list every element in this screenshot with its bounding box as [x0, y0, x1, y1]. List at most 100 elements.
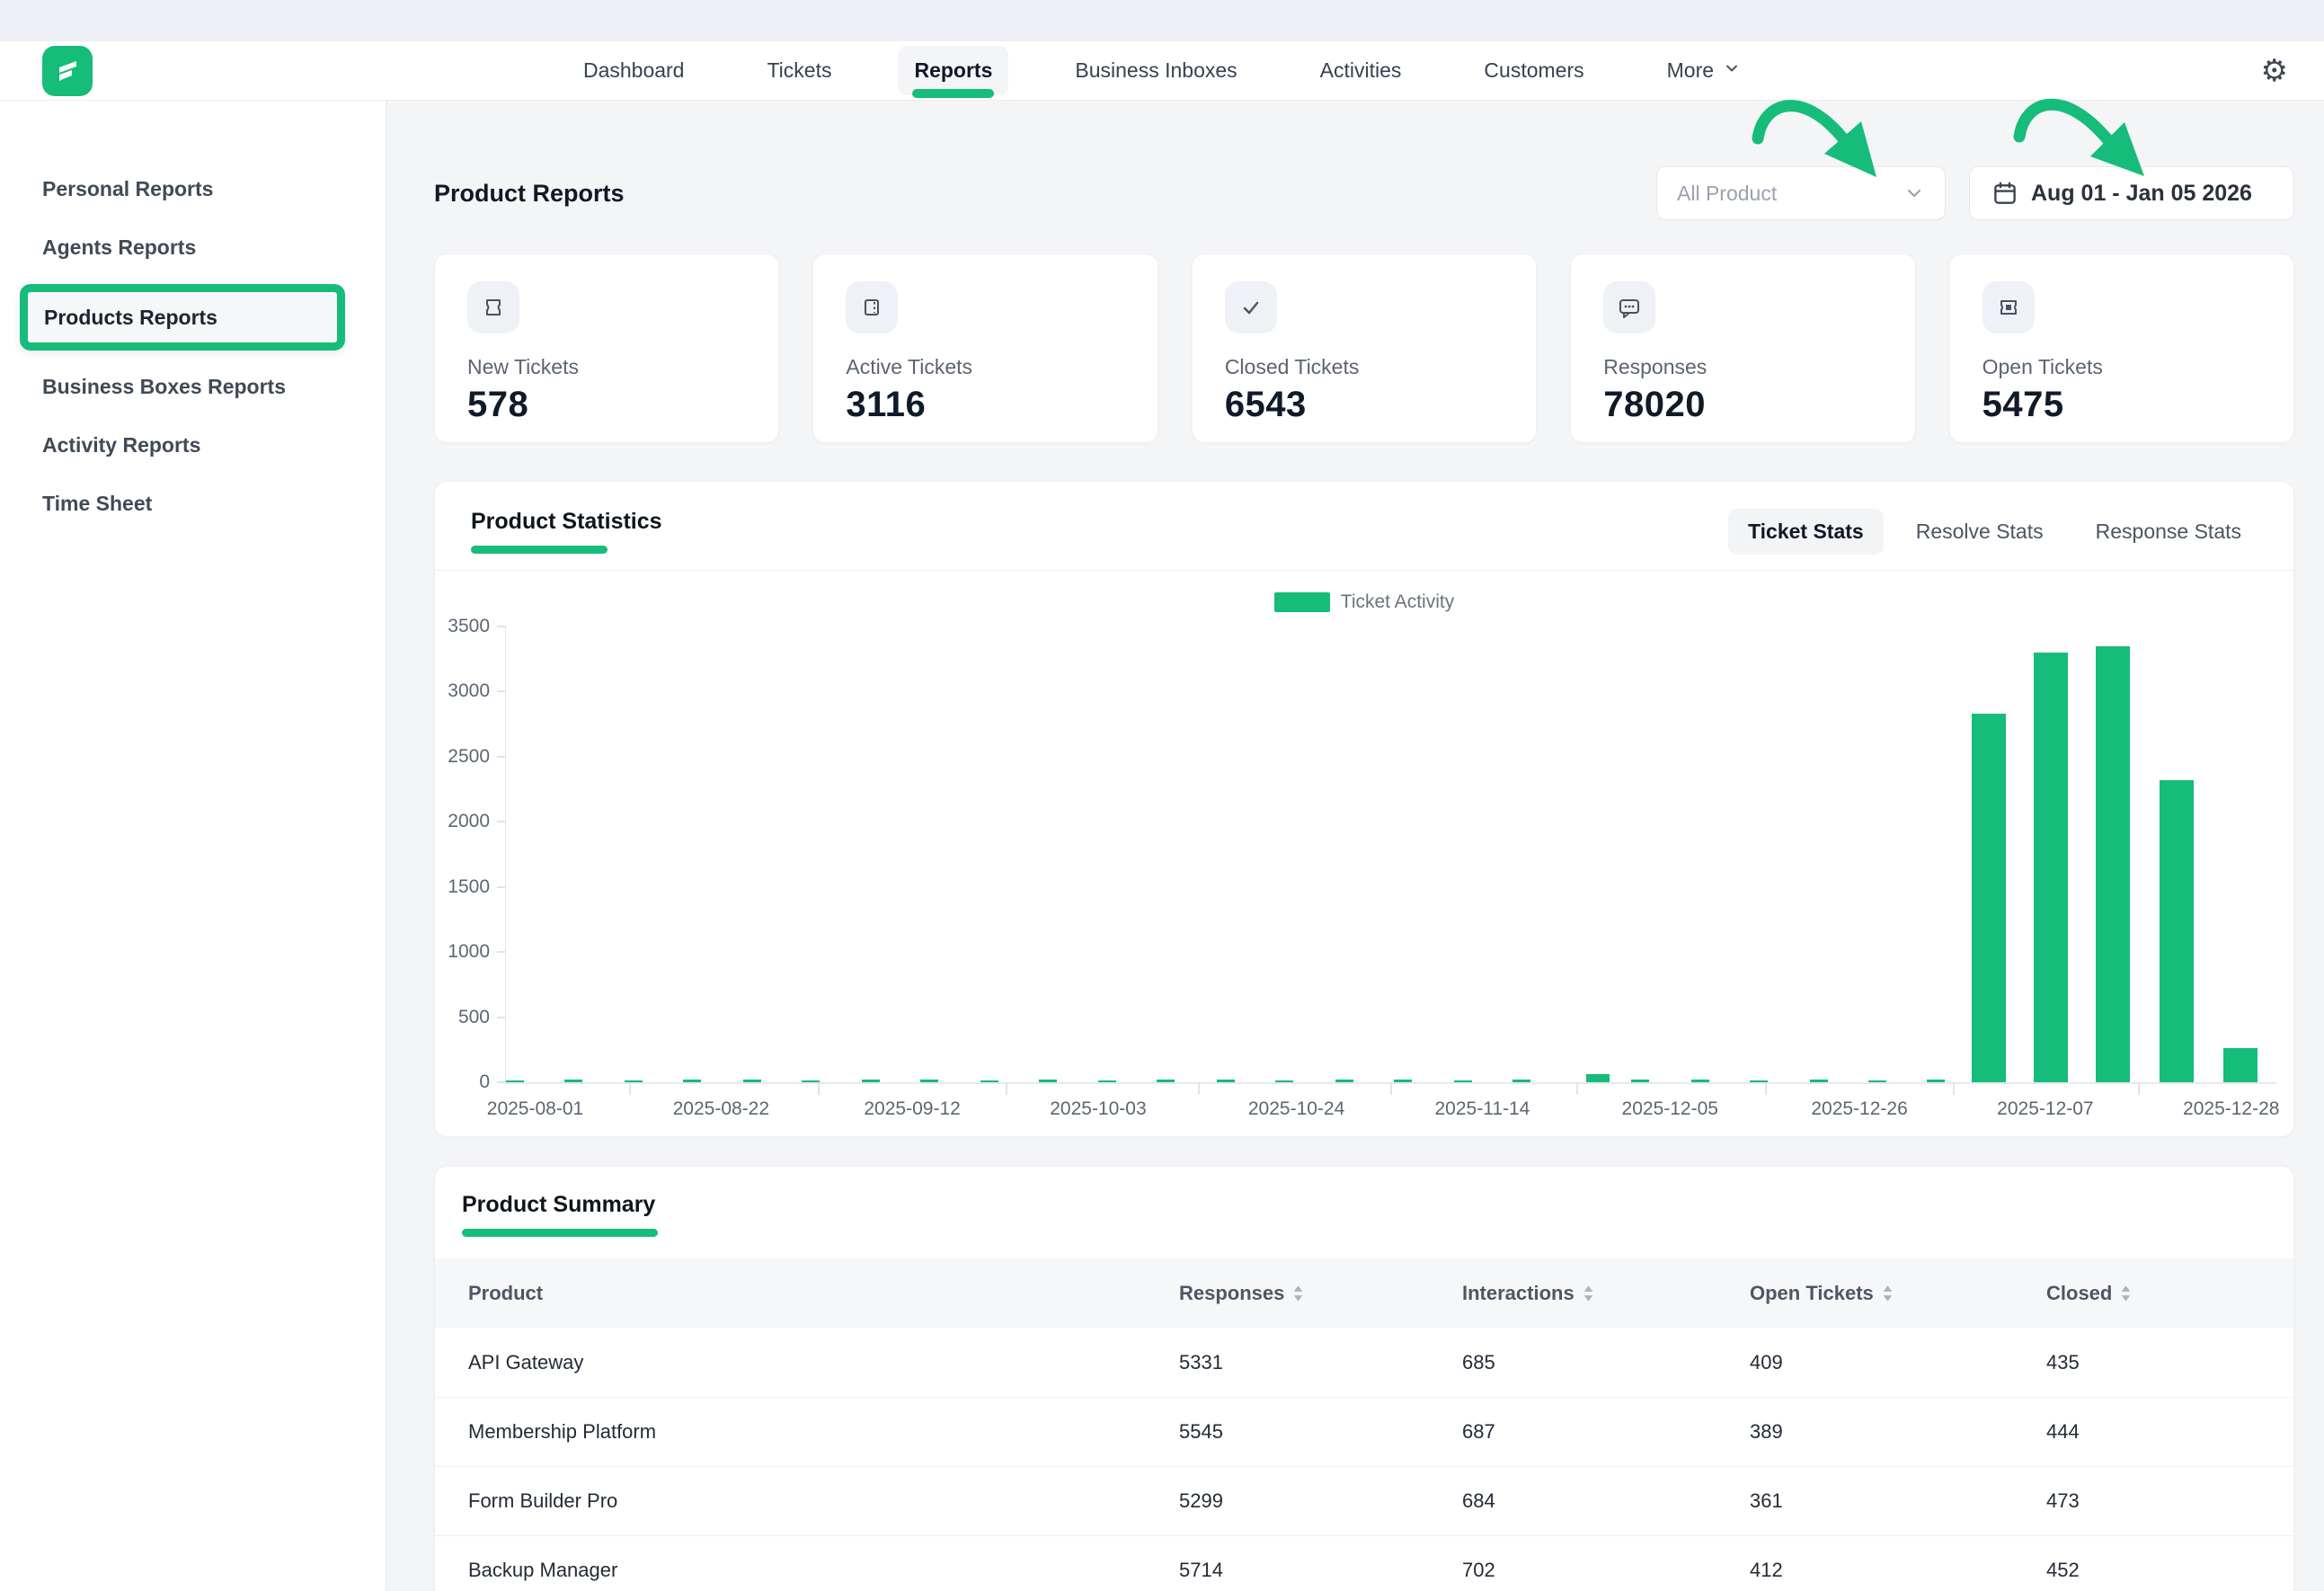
summary-title: Product Summary — [462, 1192, 2261, 1218]
product-name-cell: Backup Manager — [435, 1559, 1179, 1582]
value-cell: 5545 — [1179, 1420, 1462, 1444]
nav-item-label: Reports — [914, 58, 992, 83]
column-header-label: Open Tickets — [1750, 1282, 1874, 1305]
chart-bar — [1394, 1080, 1412, 1082]
column-header-open-tickets[interactable]: Open Tickets — [1750, 1282, 2046, 1305]
y-axis-tick — [497, 1081, 506, 1083]
legend-label: Ticket Activity — [1341, 591, 1454, 613]
product-name-cell: API Gateway — [435, 1351, 1179, 1374]
y-axis-tick — [497, 756, 506, 758]
active-ticket-icon — [846, 281, 898, 333]
column-header-label: Interactions — [1462, 1282, 1574, 1305]
product-name-cell: Form Builder Pro — [435, 1489, 1179, 1513]
column-header-label: Responses — [1179, 1282, 1284, 1305]
new-ticket-icon — [467, 281, 519, 333]
sidebar-item-agents-reports[interactable]: Agents Reports — [0, 218, 386, 277]
stat-value: 78020 — [1603, 385, 1882, 425]
value-cell: 435 — [2046, 1351, 2293, 1374]
title-underline — [471, 546, 608, 554]
sidebar-item-activity-reports[interactable]: Activity Reports — [0, 416, 386, 475]
column-header-interactions[interactable]: Interactions — [1462, 1282, 1750, 1305]
value-cell: 409 — [1750, 1351, 2046, 1374]
chart-bar — [1868, 1080, 1886, 1082]
nav-item-label: More — [1667, 58, 1714, 83]
chart-bar — [1157, 1080, 1175, 1082]
sort-icon[interactable] — [1291, 1284, 1305, 1303]
chart-bar — [2160, 780, 2194, 1082]
x-axis-label: 2025-12-07 — [1997, 1098, 2093, 1120]
app-logo[interactable] — [42, 46, 93, 96]
active-tab-underline — [912, 89, 994, 98]
sidebar-item-label: Time Sheet — [42, 492, 152, 516]
chart-bar — [1335, 1080, 1353, 1082]
sort-icon[interactable] — [1582, 1284, 1595, 1303]
value-cell: 444 — [2046, 1420, 2293, 1444]
stat-cards-row: New Tickets578Active Tickets3116Closed T… — [434, 253, 2294, 443]
date-range-picker[interactable]: Aug 01 - Jan 05 2026 — [1969, 166, 2294, 220]
open-ticket-icon — [1982, 281, 2035, 333]
chart-bar — [862, 1080, 880, 1082]
chevron-down-icon — [1903, 182, 1925, 204]
nav-item-business-inboxes[interactable]: Business Inboxes — [1059, 46, 1253, 95]
sidebar-item-label: Personal Reports — [42, 177, 213, 201]
stat-card-open-tickets: Open Tickets 5475 — [1949, 253, 2294, 443]
stat-label: Active Tickets — [846, 355, 1124, 379]
chart-bar — [1098, 1080, 1116, 1082]
value-cell: 5331 — [1179, 1351, 1462, 1374]
ticket-activity-chart: 0500100015002000250030003500 — [505, 627, 2275, 1084]
chart-bar — [2223, 1048, 2257, 1082]
nav-item-dashboard[interactable]: Dashboard — [567, 46, 701, 95]
column-header-label: Closed — [2046, 1282, 2112, 1305]
chart-bar — [920, 1080, 938, 1082]
sort-icon[interactable] — [1881, 1284, 1894, 1303]
y-axis-tick — [497, 951, 506, 953]
stat-label: Open Tickets — [1982, 355, 2261, 379]
stat-value: 5475 — [1982, 385, 2261, 425]
product-summary-panel: Product Summary Product Responses Interact… — [434, 1166, 2294, 1591]
sidebar-item-label: Business Boxes Reports — [42, 375, 286, 399]
calendar-icon — [1991, 180, 2018, 207]
x-axis-label: 2025-08-22 — [673, 1098, 769, 1120]
y-axis-tick — [497, 690, 506, 692]
chart-bar — [564, 1080, 582, 1082]
active-item-highlight: Products Reports — [20, 284, 345, 351]
column-header-responses[interactable]: Responses — [1179, 1282, 1462, 1305]
chart-bar — [683, 1080, 701, 1082]
chart-bar — [1810, 1080, 1828, 1082]
nav-item-label: Dashboard — [583, 58, 685, 83]
sidebar-item-business-boxes-reports[interactable]: Business Boxes Reports — [0, 358, 386, 416]
nav-item-label: Customers — [1484, 58, 1583, 83]
chart-bar — [1631, 1080, 1649, 1082]
product-name-cell: Membership Platform — [435, 1420, 1179, 1444]
sort-icon[interactable] — [2119, 1284, 2133, 1303]
summary-table-body: API Gateway5331685409435Membership Platf… — [435, 1328, 2293, 1591]
check-icon — [1225, 281, 1277, 333]
nav-item-reports[interactable]: Reports — [898, 46, 1008, 95]
tab-resolve-stats[interactable]: Resolve Stats — [1896, 509, 2063, 555]
tab-ticket-stats[interactable]: Ticket Stats — [1728, 509, 1884, 555]
value-cell: 361 — [1750, 1489, 2046, 1513]
settings-gear-icon[interactable]: ⚙ — [2261, 56, 2288, 86]
sidebar-item-products-reports[interactable]: Products Reports — [28, 292, 337, 342]
x-axis-label: 2025-12-05 — [1622, 1098, 1718, 1120]
sidebar-item-personal-reports[interactable]: Personal Reports — [0, 160, 386, 218]
nav-item-customers[interactable]: Customers — [1468, 46, 1600, 95]
chart-bar — [2096, 646, 2130, 1082]
stat-label: Responses — [1603, 355, 1882, 379]
product-filter-dropdown[interactable]: All Product — [1656, 166, 1946, 220]
nav-item-tickets[interactable]: Tickets — [750, 46, 847, 95]
stat-value: 6543 — [1225, 385, 1504, 425]
nav-item-more[interactable]: More — [1651, 46, 1757, 95]
stat-label: New Tickets — [467, 355, 746, 379]
y-axis-tick — [497, 1017, 506, 1018]
column-header-closed[interactable]: Closed — [2046, 1282, 2293, 1305]
column-header-product: Product — [435, 1282, 1179, 1305]
nav-item-activities[interactable]: Activities — [1304, 46, 1418, 95]
stat-value: 3116 — [846, 385, 1124, 425]
sidebar-item-time-sheet[interactable]: Time Sheet — [0, 475, 386, 533]
tab-response-stats[interactable]: Response Stats — [2076, 509, 2261, 555]
column-header-label: Product — [468, 1282, 543, 1305]
chart-bar — [1691, 1080, 1709, 1082]
value-cell: 452 — [2046, 1559, 2293, 1582]
value-cell: 412 — [1750, 1559, 2046, 1582]
